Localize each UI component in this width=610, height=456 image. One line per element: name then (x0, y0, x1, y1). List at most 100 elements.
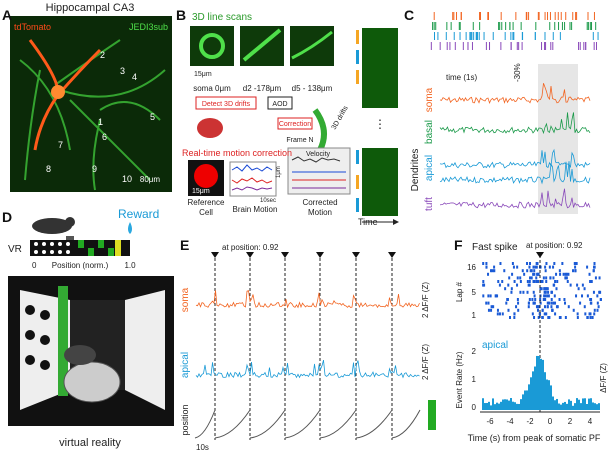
micrograph (10, 16, 172, 192)
event (552, 265, 555, 269)
event (554, 312, 557, 316)
event (532, 265, 535, 269)
axis-label: Dendrites (410, 149, 421, 192)
event (535, 262, 538, 265)
event (496, 312, 499, 316)
cell-number: 5 (150, 112, 155, 122)
hist-bar (584, 398, 586, 410)
event (567, 305, 570, 309)
axis-label: Lap # (455, 281, 464, 302)
event (485, 262, 488, 265)
trace-label: basal (424, 120, 435, 144)
box-label: Correction (279, 121, 311, 128)
event (556, 305, 559, 309)
hist-bar (582, 398, 584, 410)
event (545, 276, 548, 280)
event (513, 312, 516, 316)
label: Frame N (286, 137, 313, 144)
event (533, 269, 536, 273)
hist-bar (528, 384, 530, 410)
hist-bar (510, 398, 512, 410)
trace-label: tuft (424, 197, 435, 211)
hist-bar (526, 390, 528, 410)
label: Time (358, 217, 378, 227)
dot (66, 250, 70, 254)
event (492, 305, 495, 309)
event (576, 316, 579, 319)
event (546, 305, 549, 309)
event (516, 276, 519, 280)
event (537, 280, 540, 283)
hist-bar (580, 403, 582, 410)
hist-bar (530, 377, 532, 410)
panel-title: Hippocampal CA3 (46, 2, 135, 14)
hist-bar (562, 402, 564, 410)
event (574, 269, 577, 273)
event (572, 308, 575, 312)
label: Cell (199, 208, 213, 217)
event (545, 312, 548, 316)
event (530, 269, 533, 273)
label: Brain Motion (233, 205, 278, 214)
event (542, 298, 545, 301)
trace (439, 83, 591, 105)
event (539, 301, 542, 305)
cell-number: 8 (46, 164, 51, 174)
scale-label: 80μm (140, 175, 161, 184)
axis-label: Event Rate (Hz) (455, 351, 464, 408)
event (566, 280, 569, 283)
event (515, 305, 518, 309)
marker (281, 252, 289, 258)
event (574, 265, 577, 269)
trace (439, 161, 591, 185)
event (544, 294, 547, 298)
event (545, 287, 548, 291)
event (596, 308, 599, 312)
tick-label: 0 (472, 403, 477, 412)
event (541, 280, 544, 283)
event (586, 316, 589, 319)
hist-bar (484, 403, 486, 410)
hist-bar (588, 398, 590, 410)
event (544, 269, 547, 273)
event (596, 294, 599, 298)
marker (388, 252, 396, 258)
event (542, 276, 545, 280)
hist-bar (486, 402, 488, 410)
event (482, 262, 485, 265)
event (592, 290, 595, 294)
event (505, 301, 508, 305)
event (516, 298, 519, 301)
cell-number: 9 (92, 164, 97, 174)
event (537, 316, 540, 319)
hist-bar (586, 404, 588, 410)
event (575, 294, 578, 298)
event (586, 265, 589, 269)
event (593, 262, 596, 265)
trace (439, 188, 591, 209)
event (513, 280, 516, 283)
event (533, 294, 536, 298)
event (599, 290, 602, 294)
event (487, 294, 490, 298)
tick-label: 16 (467, 263, 476, 272)
event (541, 316, 544, 319)
event (487, 301, 490, 305)
event (493, 269, 496, 273)
hist-bar (550, 385, 552, 410)
event (510, 290, 513, 294)
hist-bar (496, 402, 498, 410)
box-label: Detect 3D drifts (202, 101, 251, 108)
trace-label: apical (424, 155, 435, 181)
cell-number: 10 (122, 174, 132, 184)
event (559, 272, 562, 276)
marker (536, 252, 544, 258)
section-title: Real-time motion correction (182, 148, 292, 158)
label: Reference (188, 198, 225, 207)
label: 1.0 (124, 261, 136, 270)
event (537, 272, 540, 276)
colorbar (428, 400, 436, 430)
trace (195, 290, 420, 309)
hist-bar (520, 399, 522, 410)
